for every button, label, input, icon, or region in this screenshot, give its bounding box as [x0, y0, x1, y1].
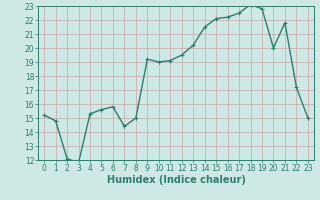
X-axis label: Humidex (Indice chaleur): Humidex (Indice chaleur) [107, 175, 245, 185]
